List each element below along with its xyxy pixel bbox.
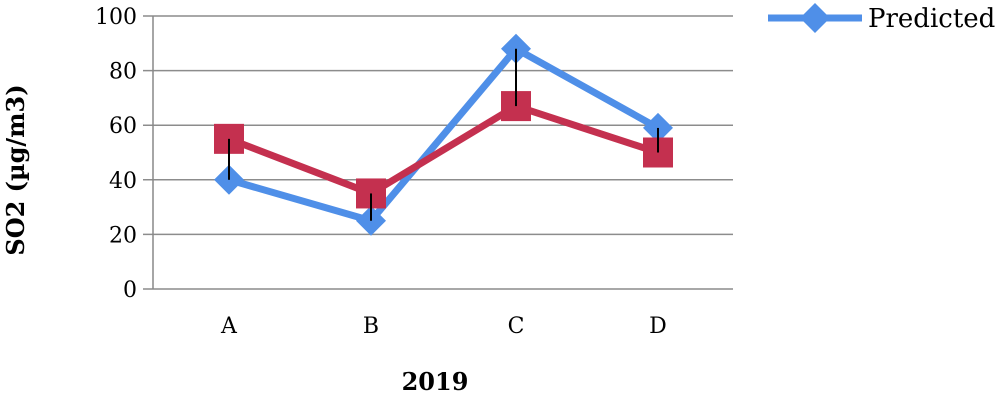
series-1-line xyxy=(227,102,660,197)
y-axis-title: SO2 (µg/m3) xyxy=(1,84,30,255)
legend-label-0: Predicted xyxy=(868,4,995,34)
series-0-point-d xyxy=(643,112,673,143)
y-tick-label-60: 60 xyxy=(109,114,137,139)
y-tick-label-40: 40 xyxy=(109,169,137,194)
x-tick-label-c: C xyxy=(508,314,525,339)
x-axis-title: 2019 xyxy=(402,367,469,396)
x-tick-label-d: D xyxy=(649,314,667,339)
series-0-line xyxy=(228,45,660,225)
y-tick-label-0: 0 xyxy=(123,278,137,303)
y-tick-label-100: 100 xyxy=(95,5,137,30)
legend-diamond-icon xyxy=(800,3,830,33)
y-tick-label-20: 20 xyxy=(109,223,137,248)
x-tick-labels: A B C D xyxy=(220,314,667,339)
y-tick-labels: 0 20 40 60 80 100 xyxy=(95,5,137,303)
x-tick-label-b: B xyxy=(363,314,379,339)
error-bars xyxy=(228,48,659,221)
y-tick-label-80: 80 xyxy=(109,60,137,85)
legend: Predicted xyxy=(768,3,995,34)
series-layer xyxy=(214,33,673,236)
x-tick-label-a: A xyxy=(220,314,238,339)
